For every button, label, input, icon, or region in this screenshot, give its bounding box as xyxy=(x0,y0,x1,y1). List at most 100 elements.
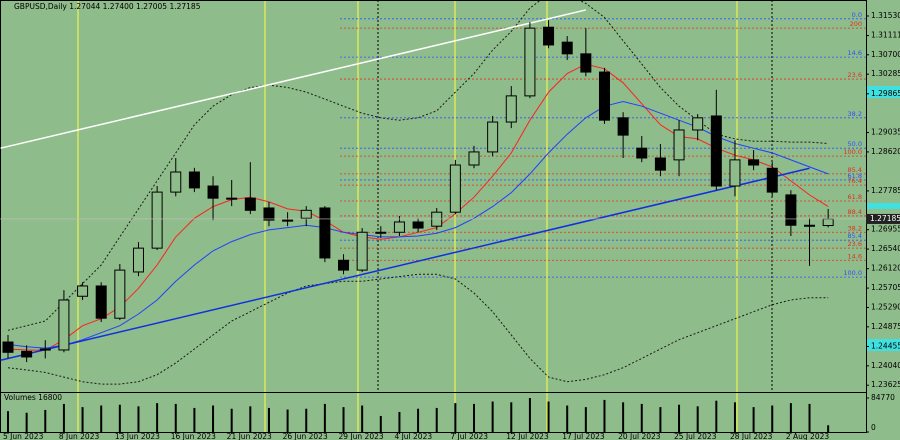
indicator-line xyxy=(7,63,829,351)
candle-body xyxy=(617,117,629,136)
candle-body xyxy=(151,191,163,249)
fib-label: 0.0 xyxy=(852,11,862,19)
fib-label: 88.4 xyxy=(848,208,862,216)
highlight-box xyxy=(866,339,900,351)
candle-body xyxy=(561,41,573,55)
x-tick-label: 8 Jun 2023 xyxy=(59,432,100,440)
current-price-label: 1.27185 xyxy=(870,214,900,223)
fib-label: 200 xyxy=(850,20,862,28)
y-tick-label: 1.27785 xyxy=(871,186,900,195)
candle-body xyxy=(77,285,89,297)
candle-body xyxy=(393,221,405,233)
y-tick-label: 1.24875 xyxy=(871,322,900,331)
y-tick-label: 1.31111 xyxy=(871,31,900,40)
indicator-line xyxy=(7,100,829,349)
highlight-box xyxy=(866,86,900,98)
volume-tick-label: 0 xyxy=(871,423,876,432)
candle-body xyxy=(226,197,238,200)
candle-body xyxy=(785,194,797,226)
y-tick-label: 1.23625 xyxy=(871,380,900,389)
y-tick-label: 1.30700 xyxy=(871,50,900,59)
y-tick-label: 1.26540 xyxy=(871,244,900,253)
indicator-line xyxy=(7,273,829,385)
candle-body xyxy=(729,159,741,187)
candle-body xyxy=(114,269,126,319)
fib-label: 100.0 xyxy=(843,148,862,156)
fib-label: 100.0 xyxy=(843,269,862,277)
y-tick-label: 1.29865 xyxy=(871,89,900,98)
candle-body xyxy=(598,71,610,121)
x-tick-label: 7 Jul 2023 xyxy=(450,432,488,440)
y-tick-label: 1.26120 xyxy=(871,264,900,273)
candle-body xyxy=(188,171,200,189)
candle-body xyxy=(766,167,778,193)
x-tick-label: 12 Jul 2023 xyxy=(506,432,549,440)
candle-body xyxy=(282,219,294,222)
fib-label: 23.6 xyxy=(848,240,862,248)
candle-body xyxy=(319,207,331,259)
candle-body xyxy=(543,26,555,46)
y-tick-label: 1.24455 xyxy=(871,341,900,350)
x-tick-label: 20 Jul 2023 xyxy=(618,432,661,440)
candle-body xyxy=(244,197,256,211)
candle-body xyxy=(580,53,592,73)
plot-area: 0.020014.623.638.250.0100.085.461.876.46… xyxy=(0,0,866,385)
fib-label: 61.8 xyxy=(848,193,862,201)
candle-body xyxy=(505,95,517,123)
fib-label: 38.2 xyxy=(848,110,862,118)
candle-body xyxy=(170,171,182,193)
candle-body xyxy=(636,147,648,159)
x-tick-label: 16 Jun 2023 xyxy=(171,432,216,440)
chart-title: GBPUSD,Daily 1.27044 1.27400 1.27005 1.2… xyxy=(14,2,201,11)
candle-body xyxy=(95,285,107,319)
candle-body xyxy=(21,350,33,358)
candle-body xyxy=(132,247,144,273)
fib-label: 23.6 xyxy=(848,71,862,79)
candle-body xyxy=(748,159,760,166)
candle-body xyxy=(207,185,219,199)
x-tick-label: 25 Jul 2023 xyxy=(674,432,717,440)
trendline xyxy=(0,9,587,149)
candle-body xyxy=(524,27,536,97)
candle-body xyxy=(804,224,816,227)
x-tick-label: 13 Jun 2023 xyxy=(115,432,160,440)
y-tick-label: 1.25705 xyxy=(871,283,900,292)
candle-body xyxy=(654,157,666,171)
candle-body xyxy=(58,299,70,351)
y-tick-label: 1.25290 xyxy=(871,302,900,311)
x-tick-label: 21 Jun 2023 xyxy=(227,432,272,440)
volume-label: Volumes 16800 xyxy=(4,393,62,402)
candle-body xyxy=(300,209,312,219)
y-tick-label: 1.26955 xyxy=(871,225,900,234)
candle-body xyxy=(449,164,461,213)
y-tick-label: 1.24040 xyxy=(871,361,900,370)
fib-label: 14.6 xyxy=(848,49,862,57)
x-tick-label: 4 Jul 2023 xyxy=(394,432,432,440)
x-tick-label: 28 Jul 2023 xyxy=(730,432,773,440)
x-tick-label: 29 Jun 2023 xyxy=(339,432,384,440)
candle-body xyxy=(338,259,350,271)
candle-body xyxy=(39,348,51,351)
candle-body xyxy=(356,231,368,271)
x-tick-label: 26 Jun 2023 xyxy=(283,432,328,440)
indicator-line xyxy=(7,0,829,331)
x-tick-label: 17 Jul 2023 xyxy=(562,432,605,440)
candle-body xyxy=(673,129,685,161)
y-tick-label: 1.28620 xyxy=(871,147,900,156)
candle-body xyxy=(822,218,834,227)
fib-label: 85.4 xyxy=(848,166,862,174)
x-tick-label: 2 Aug 2023 xyxy=(786,432,829,440)
fib-label: 61.8 xyxy=(848,172,862,180)
candle-body xyxy=(468,151,480,166)
candle-body xyxy=(412,221,424,229)
highlight-box xyxy=(866,203,900,209)
candle-body xyxy=(375,231,387,234)
fib-label: 50.0 xyxy=(848,140,862,148)
fib-label: 85.4 xyxy=(848,232,862,240)
fib-label: 38.2 xyxy=(848,224,862,232)
candle-body xyxy=(692,117,704,131)
fib-label: 76.4 xyxy=(848,177,862,185)
x-tick-label: 5 Jun 2023 xyxy=(3,432,44,440)
